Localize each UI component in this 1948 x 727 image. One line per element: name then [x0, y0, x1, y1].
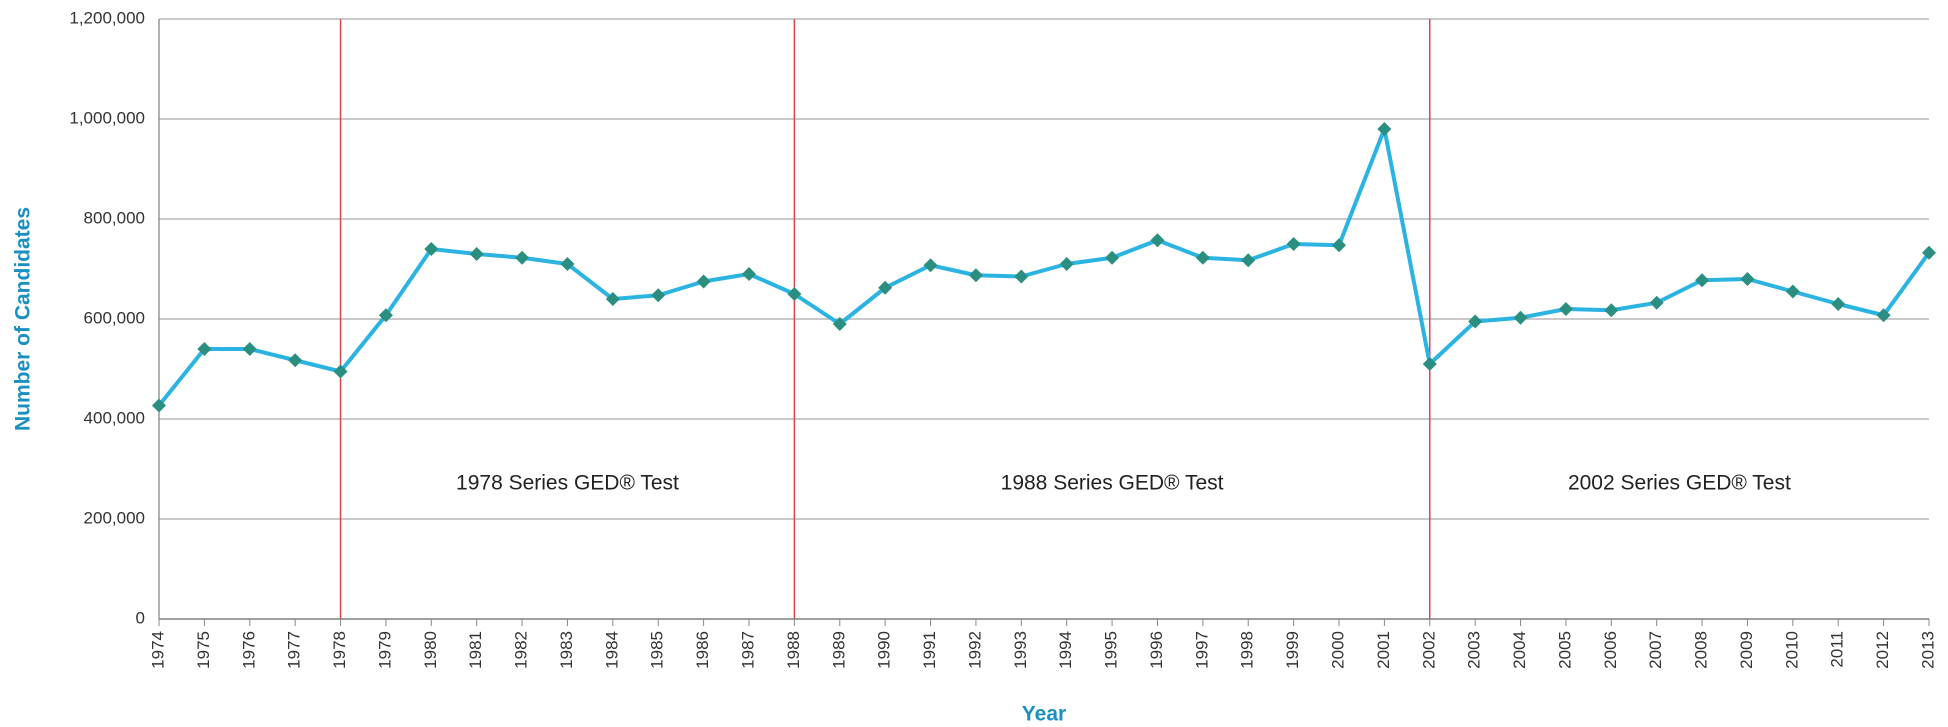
x-tick-label: 2004 [1510, 631, 1529, 669]
data-point [1377, 122, 1392, 136]
data-point [968, 268, 983, 283]
x-tick-label: 2002 [1419, 631, 1438, 669]
x-tick-label: 1998 [1238, 631, 1257, 669]
x-tick-label: 1989 [829, 631, 848, 669]
data-point [1014, 269, 1029, 284]
data-point [1513, 310, 1528, 325]
data-point [1649, 295, 1664, 310]
data-point [878, 280, 893, 295]
x-tick-label: 1987 [738, 631, 757, 669]
y-tick-label: 600,000 [84, 308, 145, 327]
data-point [152, 398, 166, 413]
data-point [923, 258, 938, 273]
x-tick-label: 1994 [1056, 631, 1075, 669]
x-tick-label: 1977 [285, 631, 304, 669]
data-point [469, 247, 484, 261]
x-tick-label: 1981 [466, 631, 485, 669]
x-tick-label: 1983 [557, 631, 576, 669]
x-tick-label: 2005 [1555, 631, 1574, 669]
data-point [1422, 357, 1437, 371]
data-point [1468, 314, 1483, 329]
data-point [605, 292, 620, 306]
x-tick-label: 1980 [421, 631, 440, 669]
data-point [1150, 233, 1165, 248]
data-point [288, 353, 303, 368]
data-point [1876, 308, 1891, 323]
data-line [157, 127, 1931, 407]
data-point [560, 257, 575, 271]
data-point [1195, 250, 1210, 265]
data-point [696, 274, 711, 289]
x-tick-label: 1997 [1192, 631, 1211, 669]
x-tick-label: 1978 [330, 631, 349, 669]
annotation: 1978 Series GED® Test [456, 472, 679, 495]
x-tick-label: 1999 [1283, 631, 1302, 669]
x-tick-label: 1982 [512, 631, 531, 669]
y-tick-label: 400,000 [84, 408, 145, 427]
x-tick-label: 1979 [375, 631, 394, 669]
data-point [1105, 250, 1120, 265]
data-point [1785, 284, 1800, 299]
x-tick-label: 2013 [1918, 631, 1937, 669]
x-tick-label: 1990 [875, 631, 894, 669]
x-tick-label: 2008 [1692, 631, 1711, 669]
data-point [242, 342, 257, 356]
data-point [1604, 303, 1619, 318]
data-point [333, 364, 348, 379]
annotation: 2002 Series GED® Test [1568, 472, 1791, 495]
x-tick-label: 1992 [965, 631, 984, 669]
data-point [742, 267, 756, 281]
data-point [1558, 302, 1573, 316]
x-tick-label: 2001 [1374, 631, 1393, 669]
x-tick-label: 2011 [1828, 631, 1847, 668]
x-axis-title: Year [1022, 703, 1066, 726]
data-point [787, 287, 802, 301]
data-point [1922, 245, 1936, 260]
y-axis-title: Number of Candidates [12, 207, 35, 431]
data-point [1695, 273, 1710, 288]
data-point [1059, 257, 1074, 271]
data-point [1740, 272, 1755, 286]
data-point [1241, 253, 1256, 268]
x-tick-label: 2009 [1737, 631, 1756, 669]
x-tick-label: 2006 [1601, 631, 1620, 669]
x-tick-label: 1986 [693, 631, 712, 669]
data-point [378, 308, 393, 323]
data-point [197, 342, 212, 356]
x-tick-label: 2000 [1328, 631, 1347, 669]
data-point [832, 317, 847, 331]
x-tick-label: 1988 [784, 631, 803, 669]
data-point [1332, 238, 1346, 253]
annotation: 1988 Series GED® Test [1001, 472, 1224, 495]
x-tick-label: 2012 [1873, 631, 1892, 669]
data-point [651, 288, 666, 303]
y-tick-label: 0 [136, 608, 145, 627]
x-tick-label: 1976 [239, 631, 258, 669]
x-tick-label: 1985 [648, 631, 667, 669]
data-point [515, 250, 530, 265]
data-point [1286, 237, 1301, 251]
x-tick-label: 2010 [1782, 631, 1801, 669]
x-tick-label: 1995 [1102, 631, 1121, 669]
x-tick-label: 1975 [194, 631, 213, 669]
x-tick-label: 2003 [1465, 631, 1484, 669]
data-point [424, 242, 439, 256]
y-tick-label: 200,000 [84, 508, 145, 527]
x-tick-label: 1984 [602, 631, 621, 669]
x-tick-label: 1974 [148, 631, 167, 669]
x-tick-label: 1993 [1011, 631, 1030, 669]
y-tick-label: 800,000 [84, 208, 145, 227]
x-tick-label: 1996 [1147, 631, 1166, 669]
data-point [1831, 297, 1846, 311]
y-tick-label: 1,000,000 [69, 108, 145, 127]
y-tick-label: 1,200,000 [69, 8, 145, 27]
x-tick-label: 1991 [920, 631, 939, 669]
x-tick-label: 2007 [1646, 631, 1665, 669]
